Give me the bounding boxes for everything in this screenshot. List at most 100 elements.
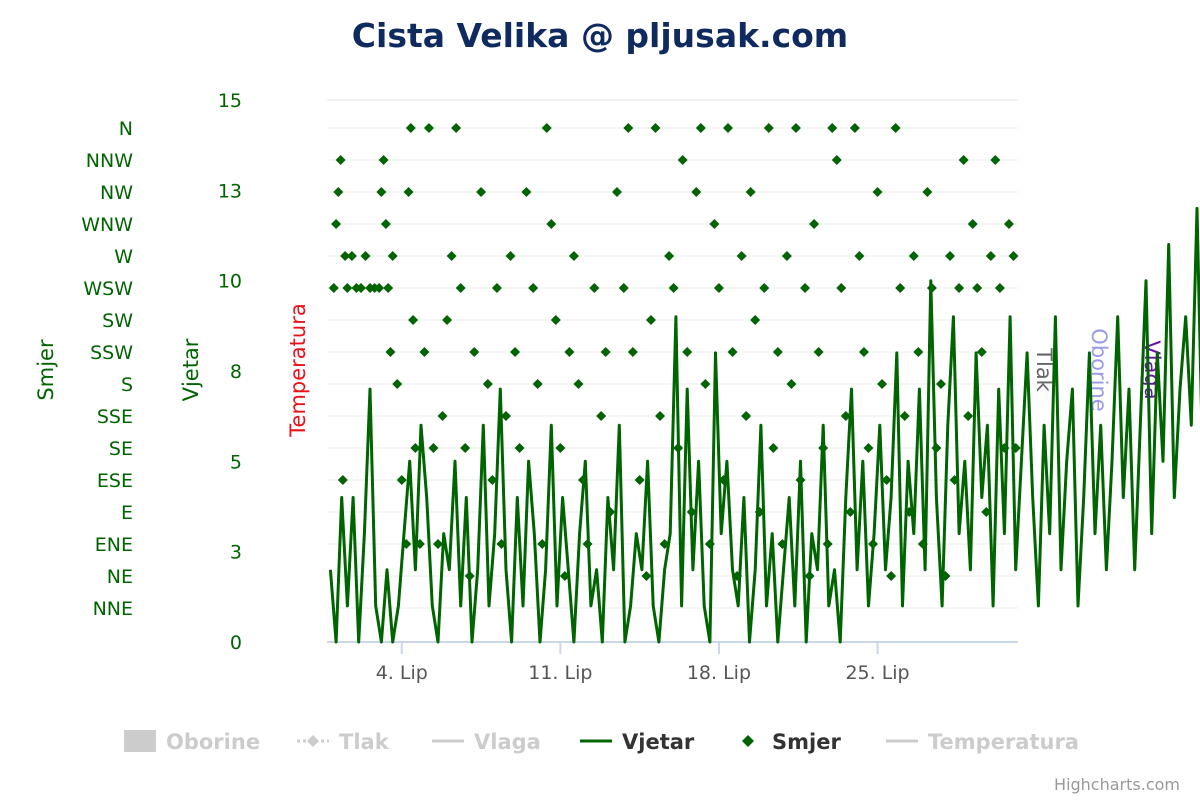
point-smjer: [655, 411, 666, 421]
point-smjer: [972, 283, 983, 293]
point-smjer: [664, 251, 675, 261]
point-smjer: [963, 411, 974, 421]
x-tick-label: 18. Lip: [687, 662, 751, 684]
legend-item-oborine[interactable]: Oborine: [124, 730, 260, 754]
point-smjer: [342, 283, 353, 293]
point-smjer: [763, 123, 774, 133]
point-smjer: [704, 539, 715, 549]
point-smjer: [872, 187, 883, 197]
point-smjer: [528, 283, 539, 293]
point-smjer: [532, 379, 543, 389]
point-smjer: [813, 347, 824, 357]
point-smjer: [634, 475, 645, 485]
y-tick-label-smjer: WNW: [81, 214, 133, 236]
point-smjer: [623, 123, 634, 133]
point-smjer: [496, 539, 507, 549]
point-smjer: [940, 571, 951, 581]
credits-link[interactable]: Highcharts.com: [1054, 775, 1180, 794]
point-smjer: [863, 443, 874, 453]
point-smjer: [460, 443, 471, 453]
legend-item-vlaga[interactable]: Vlaga: [432, 730, 541, 754]
y-tick-label-vjetar: 13: [218, 180, 242, 202]
x-tick-label: 25. Lip: [845, 662, 909, 684]
point-smjer: [990, 155, 1001, 165]
point-smjer: [1003, 219, 1014, 229]
point-smjer: [677, 155, 688, 165]
legend-item-vjetar[interactable]: Vjetar: [580, 730, 695, 754]
point-smjer: [396, 475, 407, 485]
x-tick-label: 4. Lip: [376, 662, 428, 684]
y-tick-label-smjer: NNE: [93, 598, 133, 620]
point-smjer: [641, 571, 652, 581]
point-smjer: [487, 475, 498, 485]
y-tick-label-smjer: S: [121, 374, 133, 396]
point-smjer: [777, 539, 788, 549]
legend-item-tlak[interactable]: Tlak: [297, 730, 390, 754]
point-smjer: [999, 443, 1010, 453]
point-smjer: [695, 123, 706, 133]
y-tick-label-smjer: NW: [100, 182, 133, 204]
y-tick-label-smjer: NE: [107, 566, 133, 588]
point-smjer: [895, 283, 906, 293]
point-smjer: [650, 123, 661, 133]
point-smjer: [419, 347, 430, 357]
legend-label-tlak: Tlak: [339, 730, 390, 754]
point-smjer: [868, 539, 879, 549]
legend-label-vlaga: Vlaga: [474, 730, 541, 754]
point-smjer: [550, 315, 561, 325]
legend-item-temperatura[interactable]: Temperatura: [886, 730, 1079, 754]
point-smjer: [967, 219, 978, 229]
point-smjer: [337, 475, 348, 485]
y-axis-title-tlak: Tlak: [1032, 347, 1056, 393]
point-smjer: [682, 347, 693, 357]
point-smjer: [759, 283, 770, 293]
point-smjer: [786, 379, 797, 389]
y-tick-label-smjer: SW: [102, 310, 133, 332]
y-tick-label-vjetar: 8: [230, 361, 242, 383]
point-smjer: [700, 379, 711, 389]
legend-item-smjer[interactable]: Smjer: [742, 730, 841, 754]
point-smjer: [627, 347, 638, 357]
legend-symbol-area: [124, 730, 156, 752]
point-smjer: [433, 539, 444, 549]
point-smjer: [781, 251, 792, 261]
y-tick-label-smjer: SSW: [90, 342, 133, 364]
legend[interactable]: Oborine Tlak Vlaga Vjetar Smjer Temperatura: [124, 730, 1079, 754]
point-smjer: [455, 283, 466, 293]
point-smjer: [437, 411, 448, 421]
point-smjer: [392, 379, 403, 389]
point-smjer: [564, 347, 575, 357]
series-line-vjetar: [328, 206, 1200, 644]
point-smjer: [559, 571, 570, 581]
point-smjer: [385, 347, 396, 357]
y-axis-smjer: NNE NE ENE E ESE SE SSE S SSW SW WSW W WNW NW NNW N: [81, 118, 133, 620]
point-smjer: [890, 123, 901, 133]
point-smjer: [668, 283, 679, 293]
point-smjer: [414, 539, 425, 549]
point-smjer: [500, 411, 511, 421]
point-smjer: [754, 507, 765, 517]
point-smjer: [333, 187, 344, 197]
x-tick-label: 11. Lip: [528, 662, 592, 684]
point-smjer: [772, 347, 783, 357]
point-smjer: [836, 283, 847, 293]
point-smjer: [410, 443, 421, 453]
legend-label-smjer: Smjer: [772, 730, 841, 754]
point-smjer: [546, 219, 557, 229]
point-smjer: [578, 475, 589, 485]
point-smjer: [469, 347, 480, 357]
legend-label-temperatura: Temperatura: [928, 730, 1079, 754]
y-axis-title-temperatura: Temperatura: [286, 303, 310, 437]
y-tick-label-smjer: SSE: [97, 406, 133, 428]
point-smjer: [845, 507, 856, 517]
point-smjer: [908, 251, 919, 261]
point-smjer: [750, 315, 761, 325]
point-smjer: [926, 283, 937, 293]
point-smjer: [673, 443, 684, 453]
chart-title: Cista Velika @ pljusak.com: [352, 16, 848, 55]
point-smjer: [886, 571, 897, 581]
point-smjer: [510, 347, 521, 357]
point-smjer: [423, 123, 434, 133]
point-smjer: [917, 539, 928, 549]
